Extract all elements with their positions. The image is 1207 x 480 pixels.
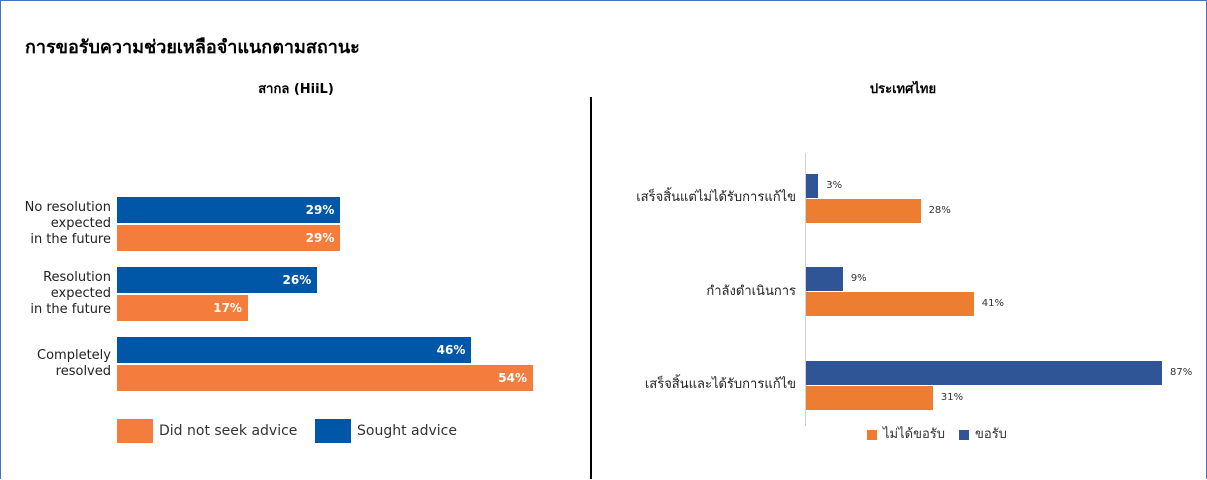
value-label: 54% [498,371,527,385]
page-title: การขอรับความช่วยเหลือจำแนกตามสถานะ [25,37,360,58]
value-label: 29% [305,203,335,217]
bar [117,197,341,223]
bar [117,337,472,363]
legend-label: Sought advice [357,423,457,439]
bar [806,385,933,410]
legend-label: ไม่ได้ขอรับ [883,427,946,442]
value-label: 26% [282,273,312,287]
value-label: 41% [981,298,1004,309]
bar [806,292,974,316]
value-label: 46% [436,343,466,357]
bar [117,267,318,293]
bar [806,198,921,223]
legend-swatch [959,430,969,440]
chart-title: สากล (HiiL) [258,82,334,97]
bar [117,365,533,391]
divider [590,97,592,479]
legend-swatch [867,430,877,440]
category-label: No resolution expected in the future [24,200,111,247]
legend-swatch [315,419,351,443]
bar [806,267,843,291]
category-label: Resolution expected in the future [30,270,111,317]
category-label: กำลังดำเนินการ [706,283,796,299]
value-label: 29% [305,231,335,245]
category-label: เสร็จสิ้นและได้รับการแก้ไข [644,377,796,392]
bar [117,225,341,251]
axis-line [805,153,806,426]
bar [806,360,1162,385]
legend-label: ขอรับ [975,427,1007,442]
legend-label: Did not seek advice [159,423,298,439]
category-label: เสร็จสิ้นแต่ไม่ได้รับการแก้ไข [636,190,796,205]
chart-title: ประเทศไทย [869,82,937,97]
bar [117,295,248,321]
value-label: 87% [1170,366,1193,378]
value-label: 31% [940,391,964,403]
value-label: 9% [850,273,867,284]
value-label: 3% [826,179,843,191]
value-label: 28% [928,204,951,216]
bar [806,173,819,198]
legend-swatch [117,419,153,443]
category-label: Completely resolved [37,348,111,379]
value-label: 17% [213,301,242,315]
